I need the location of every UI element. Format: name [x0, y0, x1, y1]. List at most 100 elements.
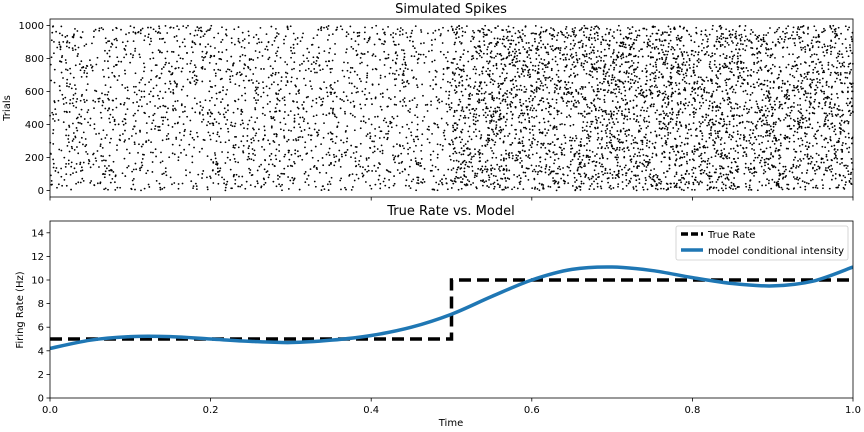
- spike-point: [249, 184, 252, 187]
- spike-point: [419, 53, 422, 56]
- spike-point: [549, 142, 552, 145]
- spike-point: [842, 129, 844, 132]
- spike-point: [811, 81, 814, 84]
- spike-point: [690, 35, 692, 38]
- spike-point: [464, 143, 467, 145]
- spike-point: [589, 70, 592, 72]
- spike-point: [796, 67, 799, 70]
- spike-point: [138, 81, 141, 84]
- spike-point: [801, 40, 804, 43]
- spike-point: [780, 38, 783, 40]
- spike-point: [76, 116, 79, 119]
- spike-point: [172, 91, 175, 94]
- spike-point: [689, 128, 692, 131]
- spike-point: [539, 170, 541, 172]
- spike-point: [481, 145, 484, 147]
- spike-point: [831, 64, 834, 66]
- spike-point: [437, 168, 440, 171]
- spike-point: [54, 108, 57, 111]
- spike-point: [162, 97, 164, 100]
- spike-point: [547, 77, 549, 79]
- spike-point: [364, 168, 367, 171]
- spike-point: [414, 25, 417, 27]
- spike-point: [769, 27, 771, 29]
- spike-point: [526, 167, 529, 170]
- spike-point: [229, 159, 232, 161]
- spike-point: [329, 47, 331, 50]
- spike-point: [185, 174, 188, 177]
- spike-point: [498, 91, 501, 94]
- spike-point: [620, 92, 623, 95]
- spike-point: [808, 49, 811, 52]
- spike-point: [286, 140, 288, 143]
- spike-point: [823, 54, 826, 57]
- spike-point: [332, 107, 335, 110]
- spike-point: [50, 79, 53, 82]
- spike-point: [453, 111, 456, 114]
- spike-point: [55, 113, 57, 115]
- spike-point: [365, 135, 368, 137]
- spike-point: [77, 181, 80, 184]
- spike-point: [573, 29, 576, 32]
- spike-point: [174, 122, 176, 125]
- spike-point: [401, 126, 404, 128]
- spike-point: [638, 77, 641, 80]
- spike-point: [742, 48, 744, 50]
- spike-point: [496, 132, 498, 135]
- spike-point: [52, 166, 55, 169]
- spike-point: [539, 80, 542, 83]
- spike-point: [553, 125, 556, 128]
- spike-point: [679, 48, 681, 50]
- spike-point: [657, 47, 660, 50]
- spike-point: [73, 167, 76, 170]
- spike-point: [506, 89, 509, 92]
- spike-point: [646, 107, 649, 109]
- spike-point: [830, 53, 832, 56]
- spike-point: [732, 42, 734, 44]
- spike-point: [678, 82, 681, 85]
- spike-point: [634, 174, 637, 177]
- spike-point: [217, 32, 220, 35]
- spike-point: [725, 84, 728, 87]
- spike-point: [274, 154, 277, 157]
- spike-point: [621, 173, 624, 176]
- spike-point: [336, 80, 339, 82]
- spike-point: [296, 43, 299, 45]
- spike-point: [220, 101, 222, 103]
- spike-point: [434, 165, 437, 168]
- spike-point: [487, 62, 490, 65]
- spike-point: [141, 27, 144, 30]
- spike-point: [71, 140, 74, 142]
- spike-point: [678, 186, 681, 189]
- spike-point: [206, 51, 208, 54]
- spike-point: [131, 179, 134, 182]
- spike-point: [113, 120, 116, 123]
- spike-point: [641, 55, 644, 58]
- spike-point: [446, 110, 449, 113]
- spike-point: [625, 178, 628, 181]
- spike-point: [587, 135, 590, 137]
- spike-point: [674, 90, 677, 93]
- spike-point: [378, 126, 381, 129]
- spike-point: [624, 98, 627, 101]
- spike-point: [320, 98, 323, 101]
- spike-point: [296, 77, 298, 80]
- spike-point: [557, 157, 560, 160]
- spike-point: [83, 101, 86, 103]
- spike-point: [742, 155, 745, 157]
- spike-point: [198, 111, 201, 114]
- spike-point: [446, 67, 449, 70]
- spike-point: [593, 63, 596, 65]
- spike-point: [233, 43, 236, 46]
- spike-point: [780, 186, 783, 189]
- spike-point: [758, 143, 761, 145]
- spike-point: [558, 146, 561, 149]
- spike-point: [157, 107, 159, 110]
- spike-point: [402, 58, 405, 61]
- spike-point: [82, 66, 85, 69]
- spike-point: [283, 167, 286, 170]
- spike-point: [257, 99, 259, 101]
- spike-point: [570, 35, 572, 38]
- spike-point: [99, 145, 102, 147]
- spike-point: [835, 56, 838, 59]
